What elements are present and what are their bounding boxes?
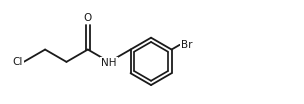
Text: NH: NH [102,58,117,68]
Text: O: O [84,13,92,23]
Text: Cl: Cl [12,57,23,67]
Text: Br: Br [181,40,192,50]
